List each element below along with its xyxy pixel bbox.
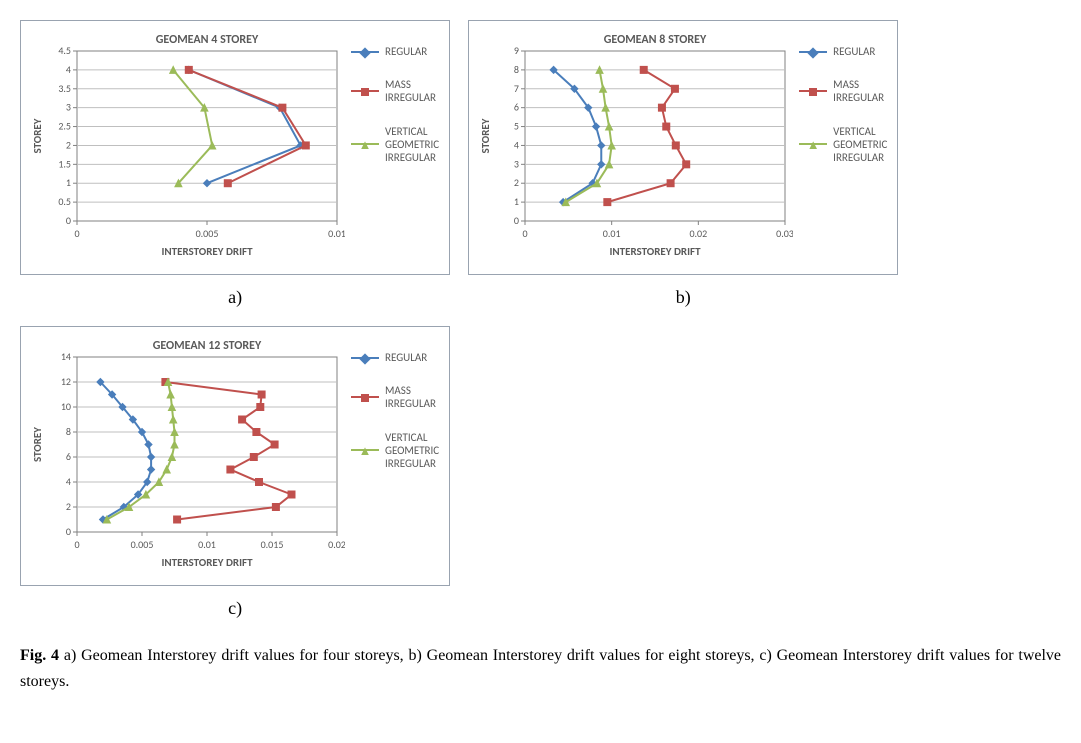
svg-text:7: 7: [514, 82, 519, 95]
legend-c: REGULAR MASSIRREGULAR VERTICALGEOMETRICI…: [345, 333, 443, 579]
svg-text:6: 6: [66, 450, 71, 463]
legend-swatch: [799, 143, 827, 145]
legend-label: REGULAR: [385, 351, 427, 364]
svg-text:3.5: 3.5: [58, 82, 71, 95]
svg-text:0: 0: [523, 227, 528, 240]
svg-text:0.005: 0.005: [131, 538, 154, 551]
svg-text:1: 1: [514, 195, 519, 208]
svg-text:4: 4: [66, 63, 71, 76]
svg-text:4: 4: [514, 138, 519, 151]
panel-a: 0 0.5 1 1.5 2 2.5 3 3.5 4 4.5 0 0.005 0.01 GEOMEAN 4 …: [20, 20, 450, 275]
svg-text:12: 12: [61, 375, 71, 388]
panel-c-col: 0 2 4 6 8 10 12 14 0 0.005 0.01 0.015 0.02 GEOMEAN 12…: [20, 326, 450, 637]
legend-label: REGULAR: [385, 45, 427, 58]
chart-b: 0 1 2 3 4 5 6 7 8 9 0 0.01 0.02 0.03 GEOMEAN 8 STOREY I…: [475, 27, 793, 268]
legend-item: VERTICALGEOMETRICIRREGULAR: [351, 431, 439, 471]
chart-c: 0 2 4 6 8 10 12 14 0 0.005 0.01 0.015 0.02 GEOMEAN 12…: [27, 333, 345, 579]
svg-text:0: 0: [74, 227, 79, 240]
legend-item: VERTICALGEOMETRICIRREGULAR: [799, 125, 887, 165]
svg-text:0: 0: [74, 538, 79, 551]
svg-text:0.01: 0.01: [198, 538, 216, 551]
svg-text:GEOMEAN 4 STOREY: GEOMEAN 4 STOREY: [156, 33, 259, 47]
row-top: 0 0.5 1 1.5 2 2.5 3 3.5 4 4.5 0 0.005 0.01 GEOMEAN 4 …: [20, 20, 1061, 326]
svg-text:3: 3: [66, 101, 71, 114]
svg-text:6: 6: [514, 101, 519, 114]
chart-a: 0 0.5 1 1.5 2 2.5 3 3.5 4 4.5 0 0.005 0.01 GEOMEAN 4 …: [27, 27, 345, 268]
svg-text:INTERSTOREY DRIFT: INTERSTOREY DRIFT: [161, 245, 253, 258]
legend-swatch: [799, 90, 827, 92]
svg-text:0.02: 0.02: [690, 227, 708, 240]
svg-text:0.005: 0.005: [196, 227, 219, 240]
panel-b: 0 1 2 3 4 5 6 7 8 9 0 0.01 0.02 0.03 GEOMEAN 8 STOREY I…: [468, 20, 898, 275]
svg-text:2: 2: [66, 138, 71, 151]
svg-text:STOREY: STOREY: [479, 118, 492, 153]
svg-text:1.5: 1.5: [58, 157, 71, 170]
legend-item: REGULAR: [351, 351, 439, 364]
panel-c: 0 2 4 6 8 10 12 14 0 0.005 0.01 0.015 0.02 GEOMEAN 12…: [20, 326, 450, 586]
svg-text:14: 14: [61, 350, 71, 363]
legend-label: VERTICALGEOMETRICIRREGULAR: [385, 431, 439, 471]
svg-text:2.5: 2.5: [58, 120, 71, 133]
svg-text:5: 5: [514, 120, 519, 133]
svg-text:STOREY: STOREY: [31, 118, 44, 153]
legend-swatch: [351, 143, 379, 145]
svg-text:0.03: 0.03: [776, 227, 793, 240]
legend-swatch: [351, 90, 379, 92]
figure-caption: Fig. 4 a) Geomean Interstorey drift valu…: [20, 643, 1061, 694]
svg-text:GEOMEAN 12 STOREY: GEOMEAN 12 STOREY: [153, 339, 262, 353]
svg-text:GEOMEAN 8 STOREY: GEOMEAN 8 STOREY: [604, 33, 707, 47]
legend-swatch: [351, 51, 379, 53]
legend-label: VERTICALGEOMETRICIRREGULAR: [833, 125, 887, 165]
legend-label: MASSIRREGULAR: [385, 384, 436, 410]
legend-label: VERTICALGEOMETRICIRREGULAR: [385, 125, 439, 165]
legend-item: REGULAR: [351, 45, 439, 58]
svg-text:INTERSTOREY DRIFT: INTERSTOREY DRIFT: [161, 556, 253, 569]
svg-text:4.5: 4.5: [58, 44, 71, 57]
svg-text:1: 1: [66, 176, 71, 189]
legend-item: VERTICALGEOMETRICIRREGULAR: [351, 125, 439, 165]
svg-text:2: 2: [66, 500, 71, 513]
svg-text:0.01: 0.01: [603, 227, 621, 240]
panel-b-col: 0 1 2 3 4 5 6 7 8 9 0 0.01 0.02 0.03 GEOMEAN 8 STOREY I…: [468, 20, 898, 326]
legend-swatch: [351, 449, 379, 451]
svg-text:0: 0: [66, 214, 71, 227]
legend-label: REGULAR: [833, 45, 875, 58]
legend-item: MASSIRREGULAR: [799, 78, 887, 104]
sub-b: b): [468, 287, 898, 308]
svg-text:9: 9: [514, 44, 519, 57]
svg-text:0: 0: [66, 525, 71, 538]
legend-a: REGULAR MASSIRREGULAR VERTICALGEOMETRICI…: [345, 27, 443, 268]
panel-a-col: 0 0.5 1 1.5 2 2.5 3 3.5 4 4.5 0 0.005 0.01 GEOMEAN 4 …: [20, 20, 450, 326]
legend-label: MASSIRREGULAR: [833, 78, 884, 104]
svg-text:0: 0: [514, 214, 519, 227]
legend-swatch: [351, 357, 379, 359]
legend-label: MASSIRREGULAR: [385, 78, 436, 104]
svg-text:INTERSTOREY DRIFT: INTERSTOREY DRIFT: [610, 245, 702, 258]
svg-text:0.015: 0.015: [261, 538, 284, 551]
legend-swatch: [799, 51, 827, 53]
legend-swatch: [351, 396, 379, 398]
svg-text:8: 8: [66, 425, 71, 438]
caption-label: Fig. 4: [20, 647, 59, 664]
row-bottom: 0 2 4 6 8 10 12 14 0 0.005 0.01 0.015 0.02 GEOMEAN 12…: [20, 326, 1061, 637]
svg-text:8: 8: [514, 63, 519, 76]
legend-item: REGULAR: [799, 45, 887, 58]
svg-text:STOREY: STOREY: [31, 427, 44, 462]
svg-text:2: 2: [514, 176, 519, 189]
sub-c: c): [20, 598, 450, 619]
svg-text:3: 3: [514, 157, 519, 170]
svg-text:0.5: 0.5: [58, 195, 71, 208]
svg-text:0.02: 0.02: [328, 538, 345, 551]
svg-text:0.01: 0.01: [328, 227, 345, 240]
figure: 0 0.5 1 1.5 2 2.5 3 3.5 4 4.5 0 0.005 0.01 GEOMEAN 4 …: [20, 20, 1061, 694]
sub-a: a): [20, 287, 450, 308]
legend-item: MASSIRREGULAR: [351, 384, 439, 410]
legend-item: MASSIRREGULAR: [351, 78, 439, 104]
caption-text: a) Geomean Interstorey drift values for …: [20, 647, 1061, 690]
svg-text:10: 10: [61, 400, 71, 413]
svg-text:4: 4: [66, 475, 71, 488]
legend-b: REGULAR MASSIRREGULAR VERTICALGEOMETRICI…: [793, 27, 891, 268]
